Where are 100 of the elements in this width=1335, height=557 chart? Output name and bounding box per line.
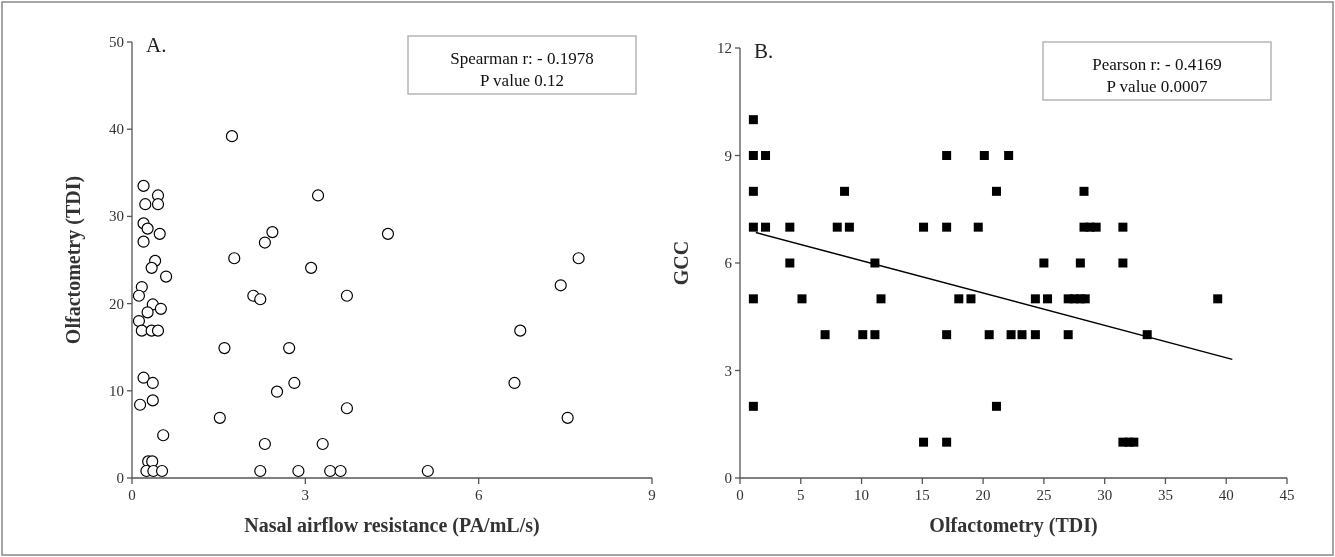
point	[340, 402, 354, 415]
point	[942, 151, 952, 160]
x-axis-title: Nasal airflow resistance (PA/mL/s)	[244, 514, 540, 537]
x-tick-label: 30	[1097, 487, 1113, 503]
point	[218, 341, 231, 355]
point	[954, 294, 964, 304]
point	[334, 464, 347, 478]
point	[984, 330, 994, 340]
x-tick-label: 35	[1157, 487, 1173, 503]
point	[508, 376, 521, 390]
point	[153, 227, 166, 240]
point	[1030, 294, 1040, 304]
point	[1118, 222, 1128, 232]
y-tick-label: 40	[109, 121, 124, 138]
point	[381, 227, 395, 240]
point	[316, 437, 329, 451]
point	[1017, 330, 1027, 340]
point	[761, 151, 771, 160]
point	[137, 371, 150, 384]
point	[973, 222, 983, 232]
x-tick-label: 25	[1036, 487, 1052, 503]
point	[421, 464, 434, 478]
point	[1004, 151, 1014, 160]
point	[1030, 330, 1040, 340]
point	[844, 222, 854, 232]
point	[748, 151, 758, 160]
point	[151, 198, 165, 211]
point	[141, 306, 154, 319]
point	[991, 186, 1001, 196]
chart-title: A.	[146, 33, 167, 57]
point	[139, 198, 152, 211]
point	[305, 261, 318, 274]
y-tick-label: 20	[109, 295, 124, 312]
point	[748, 186, 758, 196]
y-tick-label: 0	[724, 470, 732, 486]
point	[991, 401, 1001, 411]
x-axis-title: Olfactometry (TDI)	[929, 514, 1098, 537]
annotation: P value 0.12	[480, 71, 564, 90]
point	[1080, 294, 1090, 304]
point	[785, 222, 795, 232]
point	[225, 130, 239, 143]
annotation: Pearson r: - 0.4169	[1092, 55, 1222, 74]
x-tick-label: 40	[1218, 487, 1234, 503]
annotation: P value 0.0007	[1106, 77, 1208, 96]
point	[254, 464, 267, 478]
x-tick-label: 5	[797, 487, 805, 503]
point	[561, 411, 574, 424]
y-tick-label: 9	[724, 147, 732, 164]
point	[942, 330, 952, 340]
point	[324, 464, 337, 478]
point	[858, 330, 868, 340]
x-tick-label: 3	[301, 487, 310, 503]
point	[748, 294, 758, 304]
point	[1063, 330, 1073, 340]
y-tick-label: 0	[116, 470, 124, 486]
x-tick-label: 6	[474, 487, 483, 503]
point	[292, 464, 305, 478]
point	[1043, 294, 1053, 304]
point	[761, 222, 771, 232]
point	[159, 270, 173, 283]
x-tick-label: 15	[914, 487, 930, 503]
point	[572, 252, 585, 265]
y-tick-label: 12	[717, 40, 732, 56]
point	[942, 437, 952, 447]
y-tick-label: 50	[109, 34, 124, 50]
point	[870, 330, 880, 340]
x-tick-label: 20	[975, 487, 991, 503]
point	[876, 294, 886, 304]
point	[146, 376, 159, 390]
point	[797, 294, 807, 304]
point	[942, 222, 952, 232]
point	[1118, 258, 1128, 268]
point	[283, 341, 296, 355]
point	[748, 401, 758, 411]
point	[137, 235, 150, 248]
annotation: Spearman r: - 0.1978	[450, 49, 594, 68]
point	[213, 411, 226, 424]
x-tick-label: 0	[128, 487, 136, 503]
point	[151, 324, 165, 337]
y-tick-label: 6	[724, 255, 733, 271]
x-tick-label: 45	[1279, 487, 1295, 503]
x-tick-label: 0	[736, 487, 744, 503]
point	[270, 385, 284, 398]
point	[785, 258, 795, 268]
point	[340, 289, 354, 302]
y-axis-title: Olfactometry (TDI)	[62, 175, 85, 345]
point	[1079, 186, 1089, 196]
point	[132, 289, 146, 302]
point	[254, 293, 267, 306]
point	[157, 429, 170, 442]
point	[258, 437, 271, 451]
x-tick-label: 10	[854, 487, 870, 503]
point	[146, 394, 159, 407]
point	[979, 151, 989, 160]
point	[155, 464, 169, 478]
chart-title: B.	[754, 39, 774, 63]
point	[1213, 294, 1223, 304]
point	[820, 330, 830, 340]
point	[748, 222, 758, 232]
point	[228, 252, 241, 265]
